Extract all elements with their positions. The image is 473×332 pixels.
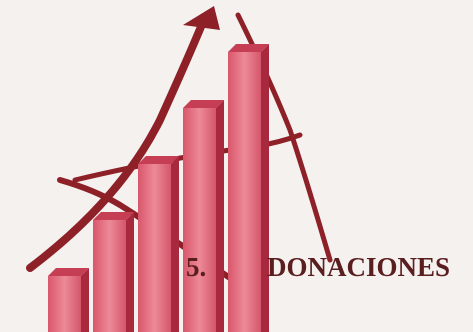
arrow-head xyxy=(183,6,220,30)
bar-top xyxy=(93,212,134,220)
bar-5 xyxy=(228,44,269,332)
bar-top xyxy=(138,156,179,164)
bar-4 xyxy=(183,100,224,332)
bar-top xyxy=(48,268,89,276)
upward-arrow xyxy=(26,6,220,272)
bar-top xyxy=(228,44,269,52)
bar-side xyxy=(216,100,224,332)
arrow-shaft xyxy=(26,18,207,272)
bar-top xyxy=(183,100,224,108)
bar-front xyxy=(228,52,261,332)
bar-front xyxy=(138,164,171,332)
bar-side xyxy=(261,44,269,332)
bar-3 xyxy=(138,156,179,332)
bar-2 xyxy=(93,212,134,332)
section-heading: 5. DONACIONES xyxy=(186,252,450,283)
bars-group xyxy=(48,44,269,332)
bar-front xyxy=(183,108,216,332)
bar-side xyxy=(171,156,179,332)
bar-front xyxy=(48,276,81,332)
bar-side xyxy=(81,268,89,332)
section-number: 5. xyxy=(186,252,207,282)
bar-side xyxy=(126,212,134,332)
bar-front xyxy=(93,220,126,332)
bar-1 xyxy=(48,268,89,332)
section-title: DONACIONES xyxy=(267,252,451,282)
